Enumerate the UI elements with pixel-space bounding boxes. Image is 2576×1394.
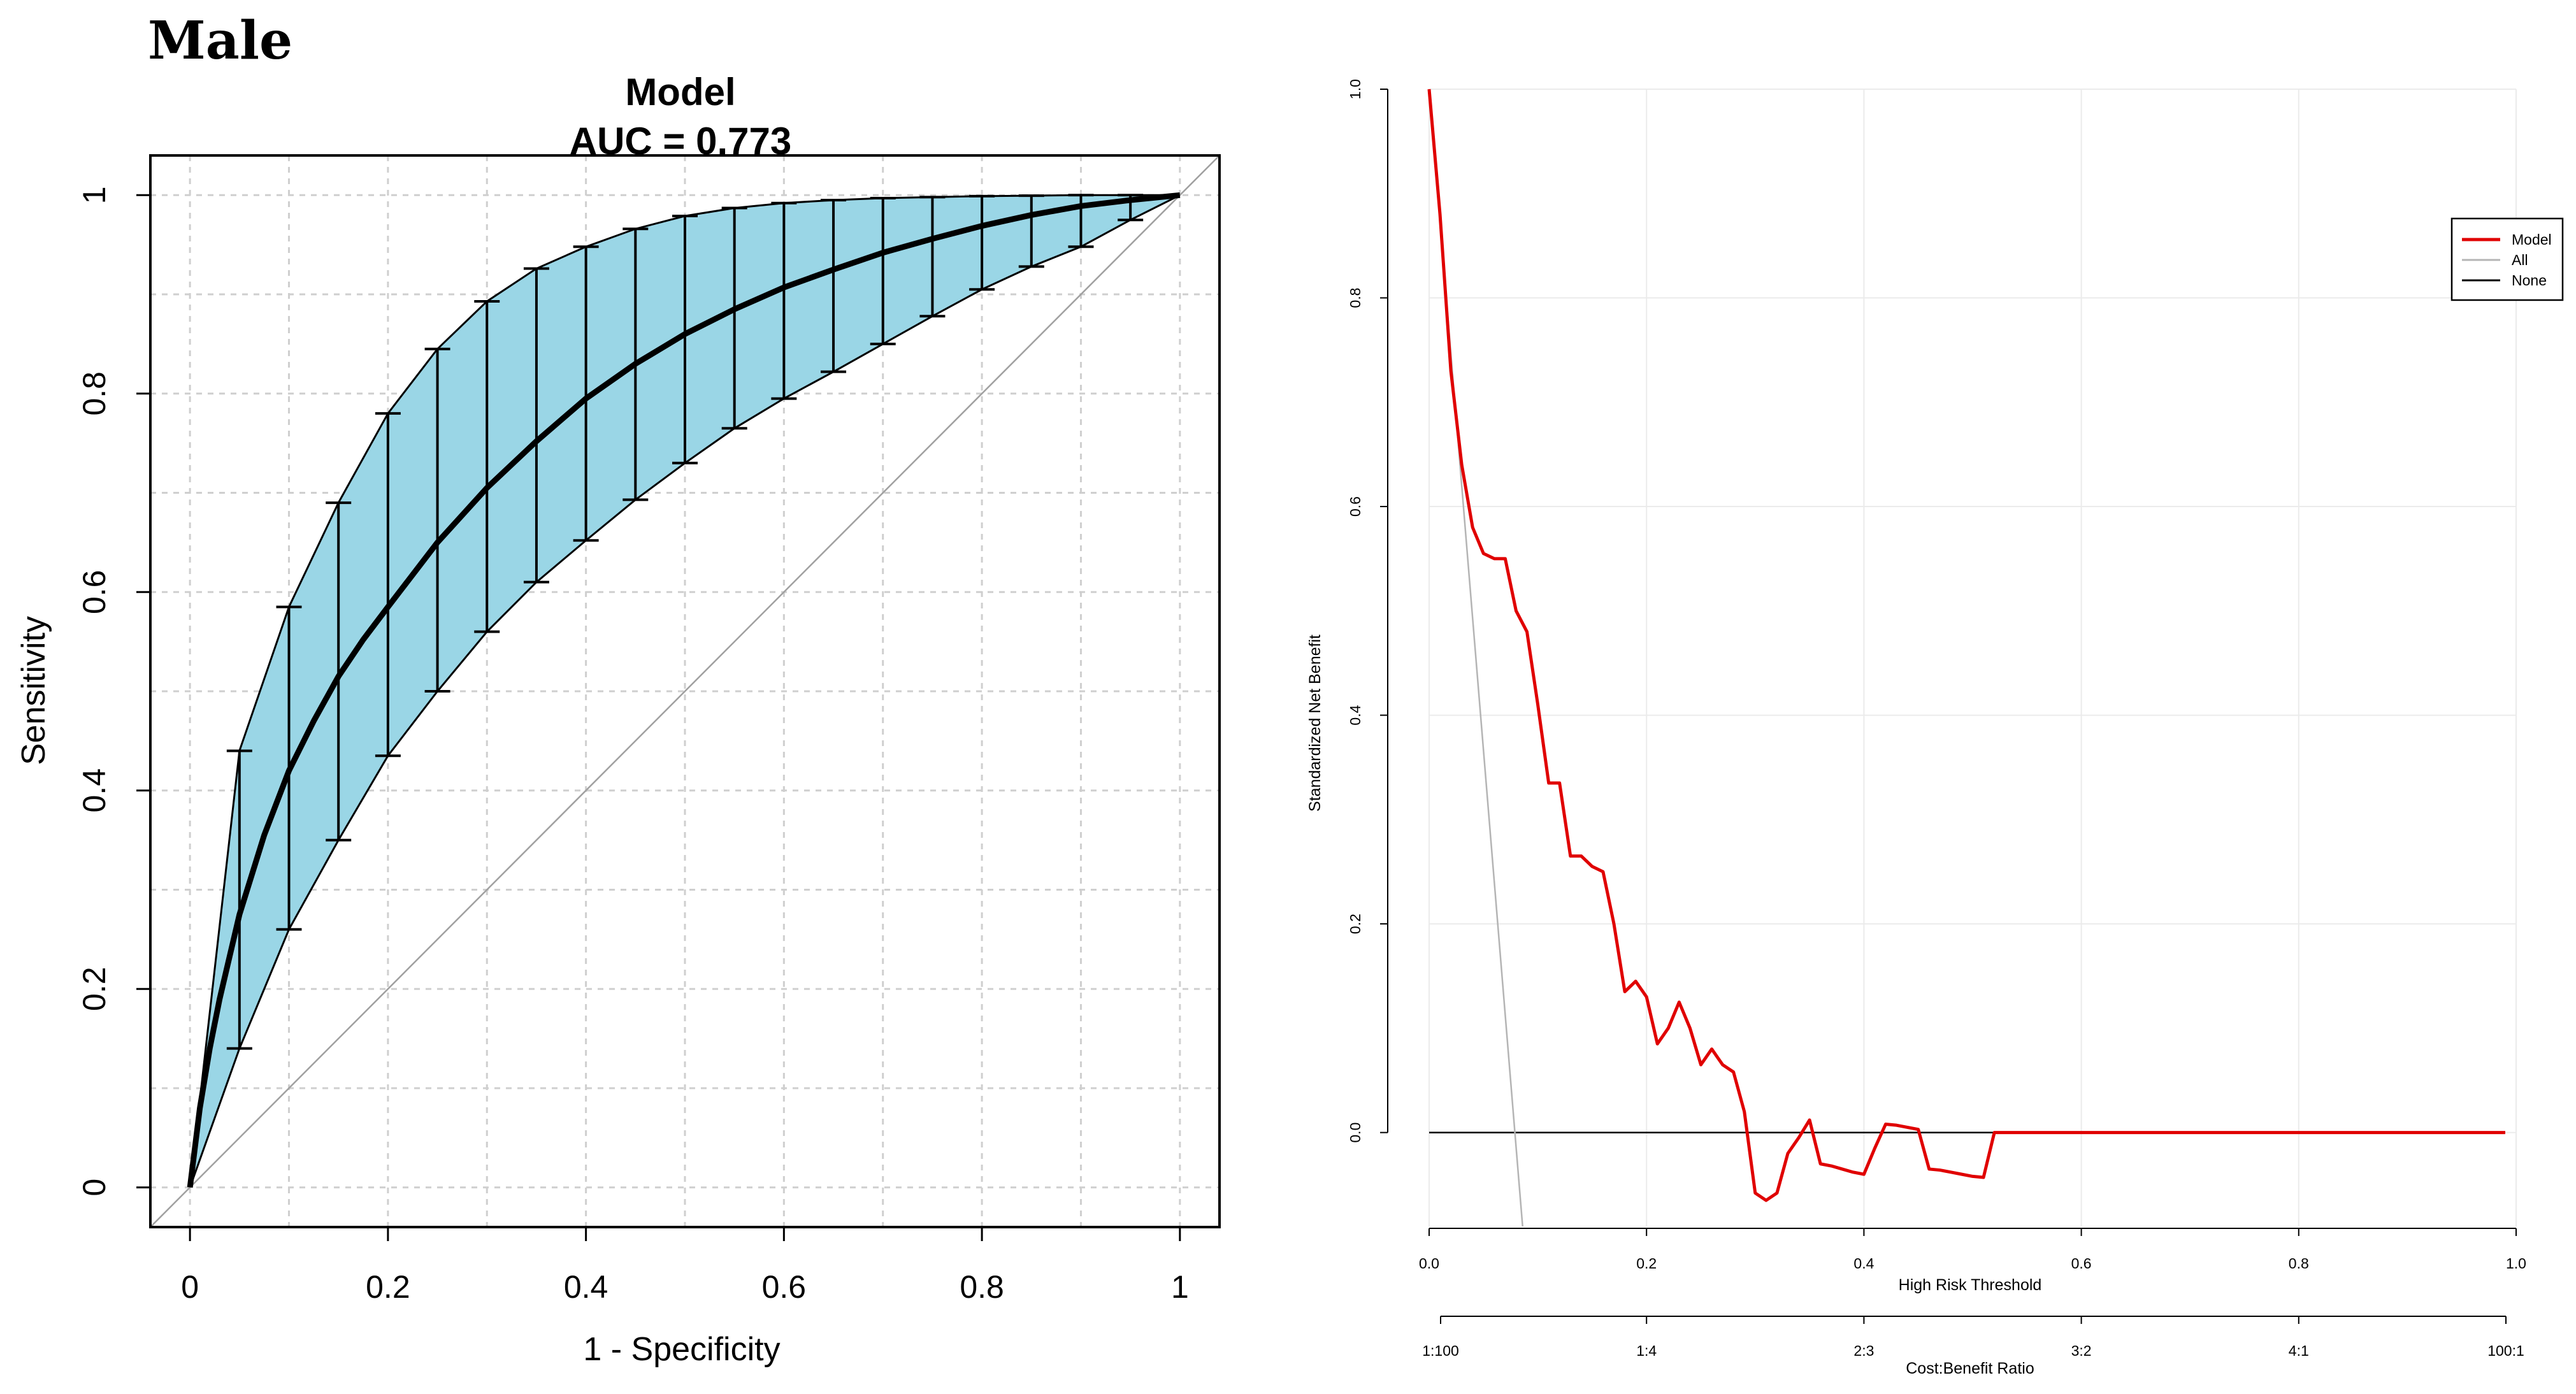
roc-x-axis-label: 1 - Specificity — [583, 1331, 780, 1368]
dca-line-model — [1427, 89, 2505, 1202]
dca-legend-label-none: None — [2512, 272, 2547, 289]
dca-y-axis-label: Standardized Net Benefit — [1306, 635, 1324, 812]
roc-x-tick-label: 1 — [1171, 1269, 1189, 1305]
dca-cost-benefit-axis-label: Cost:Benefit Ratio — [1906, 1360, 2034, 1377]
roc-curve — [187, 192, 1181, 1188]
dca-y-tick-label: 1.0 — [1347, 79, 1364, 99]
panel-label: Male — [148, 10, 292, 71]
dca-cost-benefit-tick-label: 100:1 — [2487, 1342, 2524, 1359]
roc-y-tick-label: 0 — [76, 1179, 112, 1196]
dca-y-tick-label: 0.4 — [1347, 705, 1364, 725]
roc-x-tick-label: 0 — [181, 1269, 199, 1305]
roc-x-tick-label: 0.4 — [564, 1269, 608, 1305]
dca-y-tick-label: 0.0 — [1347, 1123, 1364, 1143]
roc-y-tick-label: 0.8 — [76, 371, 112, 416]
roc-y-axis-label: Sensitivity — [15, 616, 52, 765]
dca-x-tick-label: 1.0 — [2506, 1255, 2526, 1272]
dca-axes: 0.0 0.2 0.4 0.6 0.8 1.0 1:100 1:4 2:3 3:2 4:1 100:1… — [1347, 79, 2526, 1359]
decision-curve-chart: 0.0 0.2 0.4 0.6 0.8 1.0 1:100 1:4 2:3 3:2 4:1 100:1… — [1306, 79, 2564, 1377]
roc-x-tick-label: 0.8 — [960, 1269, 1004, 1305]
roc-y-tick-label: 0.6 — [76, 570, 112, 615]
dca-x-axis-label: High Risk Threshold — [1899, 1276, 2042, 1294]
dca-x-tick-label: 0.4 — [1853, 1255, 1874, 1272]
dca-cost-benefit-tick-label: 3:2 — [2071, 1342, 2092, 1359]
dca-x-tick-label: 0.8 — [2289, 1255, 2309, 1272]
dca-legend-label-model: Model — [2512, 231, 2552, 248]
dca-lines — [1427, 89, 2505, 1227]
roc-chart: Model AUC = 0.773 0 0.2 0.4 0.6 0.8 100.20.40… — [15, 71, 1221, 1368]
roc-y-tick-label: 0.2 — [76, 966, 112, 1011]
roc-x-tick-label: 0.2 — [366, 1269, 410, 1305]
dca-legend: Model All None — [2450, 217, 2564, 301]
roc-y-tick-label: 0.4 — [76, 768, 112, 813]
dca-y-tick-label: 0.2 — [1347, 914, 1364, 934]
dca-y-tick-label: 0.8 — [1347, 288, 1364, 308]
roc-lines — [150, 155, 1220, 1228]
dca-legend-label-all: All — [2512, 252, 2528, 268]
dca-x-tick-label: 0.6 — [2071, 1255, 2092, 1272]
dca-x-tick-label: 0.0 — [1419, 1255, 1439, 1272]
dca-x-tick-label: 0.2 — [1636, 1255, 1657, 1272]
dca-cost-benefit-tick-label: 4:1 — [2289, 1342, 2309, 1359]
roc-plot-frame — [149, 154, 1221, 1228]
roc-y-tick-label: 1 — [76, 186, 112, 204]
roc-axes: 0 0.2 0.4 0.6 0.8 1 0 0.2 0.4 0.6 0.8 1 — [76, 186, 1189, 1305]
dca-y-tick-label: 0.6 — [1347, 496, 1364, 517]
roc-x-tick-label: 0.6 — [762, 1269, 807, 1305]
dca-cost-benefit-tick-label: 1:100 — [1422, 1342, 1459, 1359]
dca-cost-benefit-tick-label: 1:4 — [1636, 1342, 1657, 1359]
roc-reference-diagonal — [150, 155, 1220, 1228]
dca-cost-benefit-tick-label: 2:3 — [1853, 1342, 1874, 1359]
roc-title: Model — [625, 71, 735, 113]
